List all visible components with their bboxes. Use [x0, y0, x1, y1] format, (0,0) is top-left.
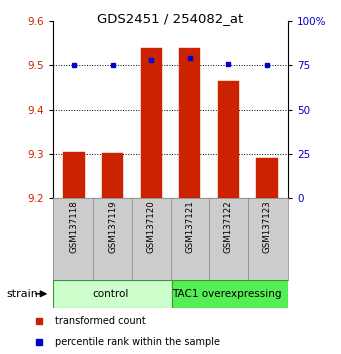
Text: control: control [92, 289, 129, 299]
Bar [179, 48, 201, 198]
Bar [53, 280, 173, 308]
Text: GSM137120: GSM137120 [147, 201, 156, 253]
Text: strain: strain [7, 289, 39, 299]
Text: transformed count: transformed count [55, 316, 146, 326]
Text: GSM137123: GSM137123 [263, 201, 271, 253]
Text: GSM137121: GSM137121 [185, 201, 194, 253]
Bar [102, 153, 123, 198]
Bar [218, 81, 239, 198]
Text: GDS2451 / 254082_at: GDS2451 / 254082_at [98, 12, 243, 25]
Text: percentile rank within the sample: percentile rank within the sample [55, 337, 220, 348]
Text: TAC1 overexpressing: TAC1 overexpressing [172, 289, 281, 299]
Bar [173, 280, 288, 308]
Bar [63, 152, 85, 198]
Text: GSM137119: GSM137119 [108, 201, 117, 253]
Bar [256, 159, 278, 198]
Text: GSM137122: GSM137122 [224, 201, 233, 253]
Text: GSM137118: GSM137118 [70, 201, 78, 253]
Bar [140, 48, 162, 198]
